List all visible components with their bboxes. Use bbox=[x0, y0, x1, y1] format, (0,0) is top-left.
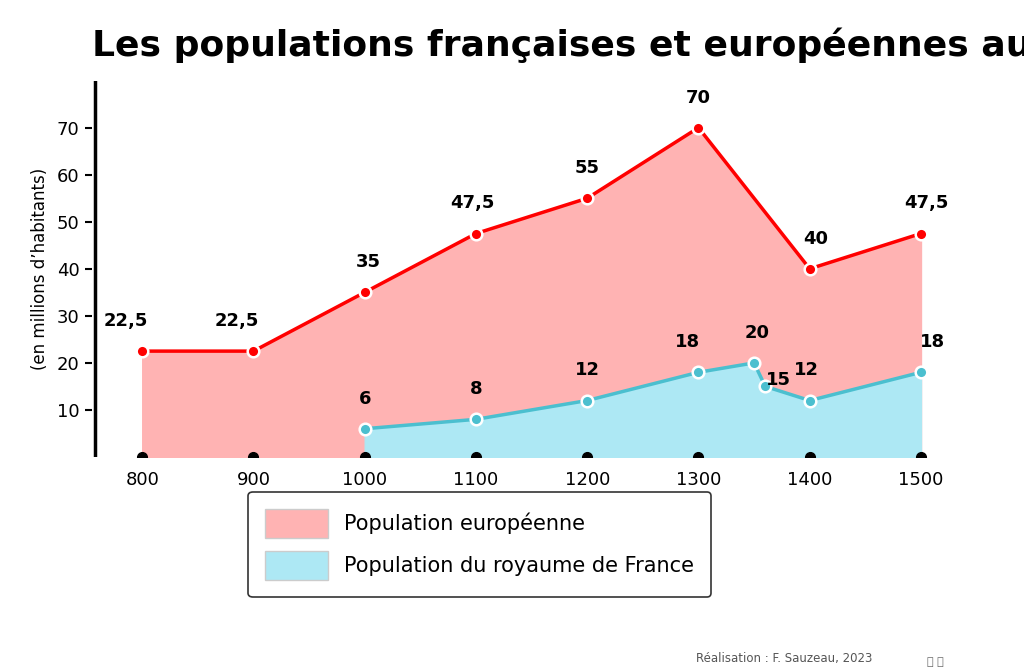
Point bbox=[579, 193, 595, 204]
Point bbox=[912, 367, 929, 378]
Text: 70: 70 bbox=[686, 89, 711, 106]
Text: Réalisation : F. Sauzeau, 2023: Réalisation : F. Sauzeau, 2023 bbox=[696, 652, 872, 665]
Legend: Population européenne, Population du royaume de France: Population européenne, Population du roy… bbox=[249, 493, 711, 597]
Point bbox=[246, 345, 262, 356]
Text: 47,5: 47,5 bbox=[451, 194, 495, 212]
Text: 8: 8 bbox=[470, 380, 482, 398]
Text: 22,5: 22,5 bbox=[103, 312, 147, 330]
Text: 6: 6 bbox=[358, 390, 371, 407]
Text: 18: 18 bbox=[675, 333, 700, 351]
Text: Ⓒ Ⓘ: Ⓒ Ⓘ bbox=[927, 657, 943, 667]
Point bbox=[356, 287, 373, 298]
Text: 15: 15 bbox=[766, 371, 792, 388]
Text: 20: 20 bbox=[744, 324, 770, 341]
Point bbox=[356, 423, 373, 434]
Point bbox=[690, 122, 707, 133]
Text: 47,5: 47,5 bbox=[904, 194, 948, 212]
Text: 35: 35 bbox=[355, 253, 381, 271]
Point bbox=[802, 395, 818, 406]
Point bbox=[468, 228, 484, 239]
Y-axis label: (en millions d’habitants): (en millions d’habitants) bbox=[31, 168, 48, 370]
Point bbox=[745, 358, 762, 368]
Point bbox=[134, 345, 151, 356]
Text: 18: 18 bbox=[920, 333, 945, 351]
Point bbox=[579, 395, 595, 406]
Point bbox=[690, 367, 707, 378]
Text: 22,5: 22,5 bbox=[215, 312, 259, 330]
Text: 12: 12 bbox=[574, 362, 600, 380]
Text: 12: 12 bbox=[794, 362, 819, 380]
Point bbox=[912, 228, 929, 239]
Point bbox=[757, 381, 773, 392]
Point bbox=[802, 263, 818, 274]
Text: 40: 40 bbox=[803, 230, 827, 248]
Point bbox=[468, 414, 484, 425]
Text: Les populations françaises et européennes au Moyen Âge: Les populations françaises et européenne… bbox=[92, 23, 1024, 62]
Text: 55: 55 bbox=[574, 159, 600, 177]
